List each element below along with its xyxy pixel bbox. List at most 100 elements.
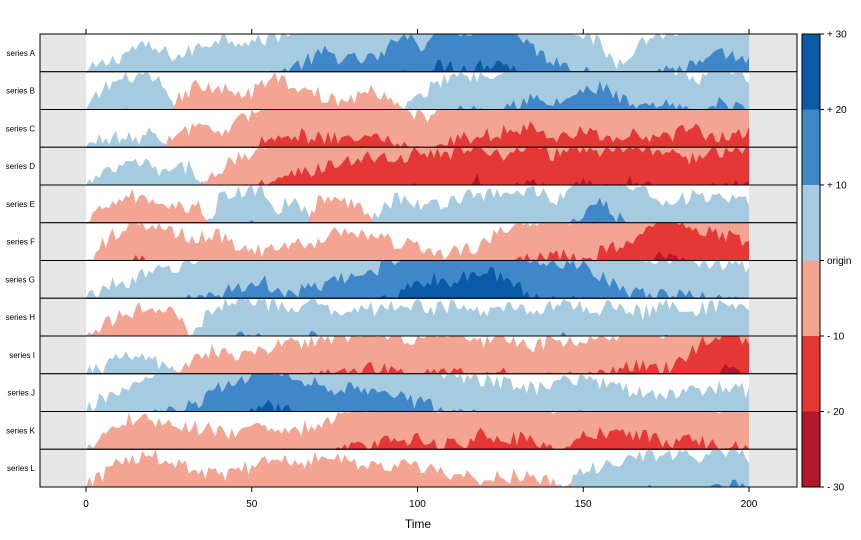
padding-left xyxy=(40,260,86,299)
panel-8 xyxy=(39,297,798,337)
strip-label: series D xyxy=(6,162,36,171)
color-key-label: - 20 xyxy=(827,407,845,418)
series-11-neg-band-2 xyxy=(86,426,749,450)
strip-label: series F xyxy=(7,238,36,247)
padding-right xyxy=(749,34,797,72)
padding-right xyxy=(749,449,797,487)
color-key-label: origin xyxy=(827,256,851,267)
strip-label: series E xyxy=(6,200,35,209)
strip-label: series I xyxy=(9,351,35,360)
strip-label: series A xyxy=(7,49,36,58)
panel-10 xyxy=(39,373,798,412)
x-tick-label: 200 xyxy=(741,499,758,510)
series-12-neg-band-1 xyxy=(86,449,749,487)
series-10-pos-band-2 xyxy=(86,373,749,412)
color-key-label: + 20 xyxy=(827,105,847,116)
padding-left xyxy=(40,185,86,223)
x-tick-label: 100 xyxy=(409,499,426,510)
series-7-bands xyxy=(86,260,749,299)
padding-right xyxy=(749,147,797,185)
x-axis: 0 50 100 150 200 xyxy=(83,29,758,510)
padding-right xyxy=(749,109,797,148)
series-6-bands xyxy=(86,222,749,261)
x-tick-label: 50 xyxy=(246,499,258,510)
color-key: - 30 - 20 - 10 origin + 10 + 20 + 30 xyxy=(801,30,851,494)
series-4-neg-band-2 xyxy=(86,147,749,185)
x-tick-label: 150 xyxy=(575,499,592,510)
padding-right xyxy=(749,222,797,261)
series-2-bands xyxy=(86,71,749,110)
series-7-pos-band-2 xyxy=(86,260,749,299)
series-9-neg-band-2 xyxy=(86,336,749,374)
series-5-pos-band-1 xyxy=(86,185,749,223)
panel-5 xyxy=(39,184,798,224)
panel-4 xyxy=(39,146,798,186)
series-1-bands xyxy=(86,34,749,72)
strip-label: series L xyxy=(7,464,36,473)
series-9-neg-band-1 xyxy=(86,336,749,374)
series-1-pos-band-2 xyxy=(86,34,749,72)
color-key-label: - 30 xyxy=(827,483,845,494)
panel-12 xyxy=(39,448,798,488)
x-axis-title: Time xyxy=(405,517,432,531)
color-key-label: - 10 xyxy=(827,332,845,343)
series-6-neg-band-2 xyxy=(86,222,749,261)
padding-right xyxy=(749,373,797,412)
padding-left xyxy=(40,298,86,336)
series-8-pos-band-1 xyxy=(86,298,749,336)
panel-9 xyxy=(39,335,798,375)
color-key-label: + 10 xyxy=(827,181,847,192)
padding-right xyxy=(749,298,797,336)
series-9-bands xyxy=(86,336,749,374)
strip-label: series H xyxy=(6,313,36,322)
x-tick-label: 0 xyxy=(83,499,89,510)
series-6-neg-band-3 xyxy=(86,251,749,261)
series-9-pos-band-1 xyxy=(86,351,749,374)
series-5-neg-band-1 xyxy=(86,188,749,223)
color-key-swatch xyxy=(802,411,820,487)
series-11-bands xyxy=(86,411,749,450)
color-key-label: + 30 xyxy=(827,30,847,41)
panel-3 xyxy=(39,109,798,148)
panel-border xyxy=(39,448,798,488)
panel-1 xyxy=(39,33,798,73)
series-5-bands xyxy=(86,185,749,223)
padding-left xyxy=(40,109,86,148)
series-2-neg-band-1 xyxy=(86,72,749,110)
padding-right xyxy=(749,260,797,299)
color-key-swatch xyxy=(802,260,820,336)
series-12-pos-band-1 xyxy=(86,449,749,487)
padding-left xyxy=(40,411,86,450)
panel-11 xyxy=(39,411,798,450)
padding-left xyxy=(40,147,86,185)
padding-left xyxy=(40,373,86,412)
padding-left xyxy=(40,222,86,261)
series-2-pos-band-2 xyxy=(86,80,749,110)
series-4-pos-band-1 xyxy=(86,158,749,185)
series-6-neg-band-1 xyxy=(86,222,749,261)
strip-label: series K xyxy=(6,426,36,435)
padding-right xyxy=(749,336,797,374)
series-8-bands xyxy=(86,298,749,336)
padding-right xyxy=(749,71,797,110)
panel-6 xyxy=(39,222,798,261)
padding-right xyxy=(749,185,797,223)
strip-label: series B xyxy=(6,87,35,96)
panels xyxy=(39,33,798,488)
series-10-bands xyxy=(86,373,749,412)
color-key-swatch xyxy=(802,185,820,261)
series-4-neg-band-3 xyxy=(86,173,749,185)
padding-right xyxy=(749,411,797,450)
padding-left xyxy=(40,34,86,72)
series-12-bands xyxy=(86,449,749,487)
color-key-swatch xyxy=(802,336,820,412)
strip-label: series G xyxy=(5,275,35,284)
panel-7 xyxy=(39,260,798,299)
padding-left xyxy=(40,449,86,487)
series-3-neg-band-2 xyxy=(86,121,749,148)
series-8-neg-band-1 xyxy=(86,301,749,336)
series-10-pos-band-3 xyxy=(86,399,749,412)
padding-left xyxy=(40,71,86,110)
color-key-swatch xyxy=(802,34,820,110)
